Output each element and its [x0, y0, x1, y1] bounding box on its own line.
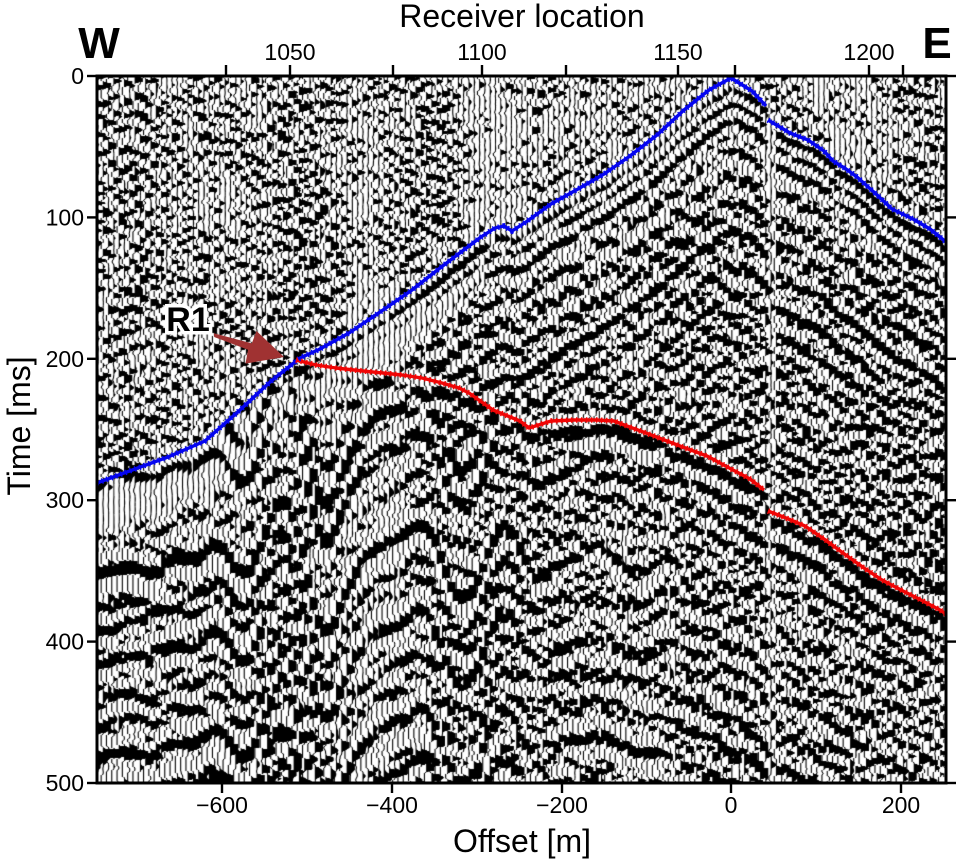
svg-text:0: 0 — [71, 63, 84, 89]
svg-text:300: 300 — [46, 487, 84, 513]
svg-text:500: 500 — [46, 770, 84, 796]
svg-text:400: 400 — [46, 629, 84, 655]
svg-text:1200: 1200 — [843, 39, 894, 65]
svg-text:100: 100 — [46, 204, 84, 230]
svg-text:R1: R1 — [166, 301, 209, 339]
svg-text:200: 200 — [882, 792, 920, 818]
svg-text:E: E — [922, 19, 951, 68]
svg-text:Offset [m]: Offset [m] — [453, 823, 591, 859]
svg-text:1150: 1150 — [653, 39, 702, 65]
svg-text:Receiver location: Receiver location — [399, 0, 644, 34]
svg-text:1100: 1100 — [457, 39, 506, 65]
svg-text:−400: −400 — [366, 792, 418, 818]
svg-text:−600: −600 — [196, 792, 248, 818]
svg-text:W: W — [78, 19, 120, 68]
svg-text:Time [ms]: Time [ms] — [1, 356, 37, 495]
svg-text:1050: 1050 — [264, 39, 315, 65]
svg-text:200: 200 — [46, 346, 84, 372]
svg-text:0: 0 — [725, 792, 738, 818]
svg-text:−200: −200 — [536, 792, 588, 818]
